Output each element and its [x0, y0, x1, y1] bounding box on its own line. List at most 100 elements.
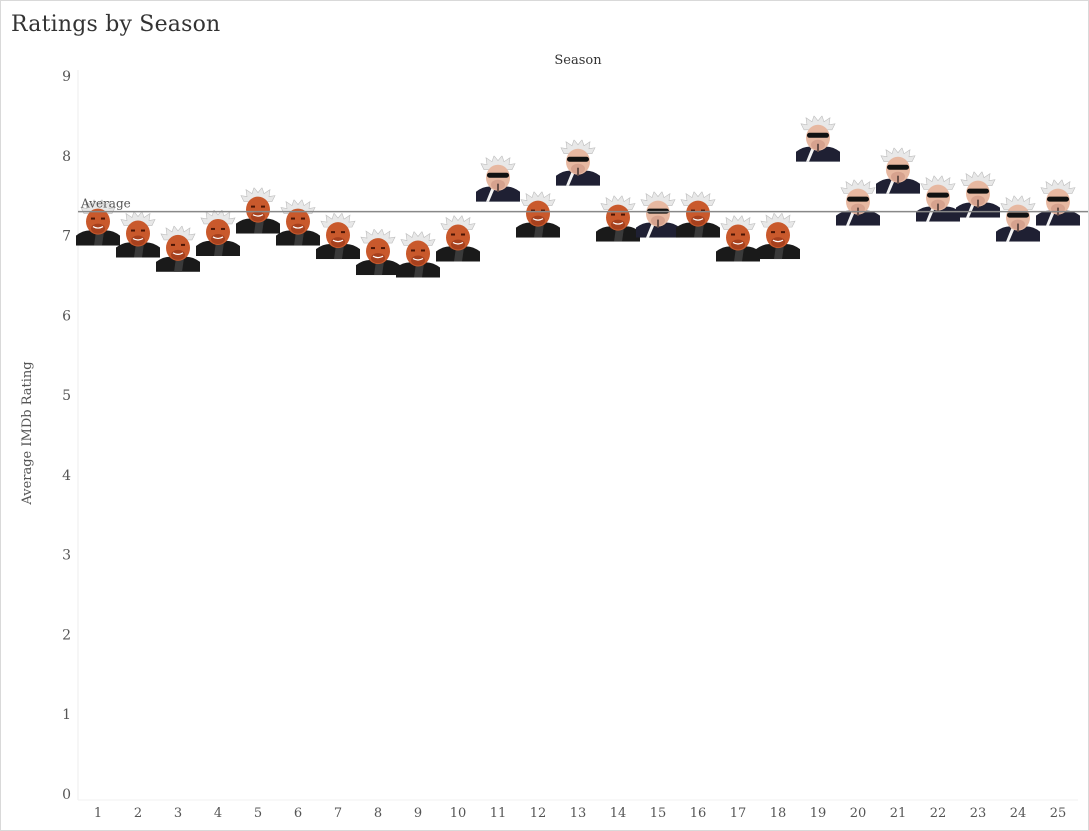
y-tick-label: 2 [62, 627, 71, 643]
face-icon [156, 225, 200, 272]
x-tick-label: 16 [690, 806, 707, 821]
x-tick-label: 19 [810, 806, 827, 821]
sunglasses-shape [567, 156, 589, 162]
data-point-marker [276, 199, 320, 246]
face-icon [756, 213, 800, 260]
face-icon [316, 213, 360, 260]
y-axis-label: Average IMDb Rating [20, 361, 35, 505]
smile-shape [372, 255, 384, 259]
hair-shape [80, 199, 116, 214]
smile-shape [332, 239, 344, 243]
eye-left [291, 217, 295, 220]
x-tick-label: 15 [650, 806, 667, 821]
data-point-marker [236, 187, 280, 234]
eye-left [371, 247, 375, 250]
data-point-marker [476, 155, 520, 202]
hair-shape [680, 191, 716, 206]
x-tick-label: 6 [294, 806, 302, 821]
shirt-collar [214, 241, 224, 256]
sunglasses-shape [1047, 196, 1069, 202]
shirt-collar [1046, 210, 1055, 226]
y-tick-label: 0 [62, 787, 71, 803]
shirt-collar [94, 231, 104, 246]
face-icon [996, 195, 1040, 242]
data-point-marker [556, 139, 600, 186]
eye-right [741, 233, 745, 236]
data-point-marker [836, 179, 880, 226]
face-icon [876, 147, 920, 194]
x-tick-label: 13 [570, 806, 587, 821]
face-icon [716, 215, 760, 262]
smile-shape [732, 241, 744, 245]
shirt-collar [1006, 226, 1015, 242]
hair-shape [320, 213, 356, 228]
eye-left [611, 213, 615, 216]
shirt-collar [454, 247, 464, 262]
shirt-collar [694, 223, 704, 238]
goatee-line [937, 203, 939, 212]
hair-shape [160, 225, 196, 241]
eye-right [181, 243, 185, 246]
x-tick-label: 2 [134, 806, 142, 821]
face-icon [236, 187, 280, 234]
shirt-collar [846, 210, 855, 226]
face-icon [556, 139, 600, 186]
data-point-marker [156, 225, 200, 272]
x-tick-label: 17 [730, 806, 747, 821]
face-icon [356, 229, 400, 276]
smile-shape [292, 226, 304, 229]
shirt-collar [414, 263, 424, 278]
face-icon [596, 195, 640, 242]
hair-shape [400, 231, 436, 246]
smile-shape [92, 226, 104, 229]
face-icon [1036, 179, 1080, 226]
eye-left [171, 243, 175, 246]
face-icon [196, 209, 240, 256]
eye-left [331, 231, 335, 234]
x-tick-label: 5 [254, 806, 262, 821]
sunglasses-shape [967, 188, 989, 194]
eye-left [411, 249, 415, 252]
data-point-marker [956, 171, 1000, 218]
smile-shape [532, 218, 544, 221]
y-tick-label: 4 [62, 468, 71, 484]
x-tick-label: 9 [414, 806, 422, 821]
y-tick-label: 9 [62, 69, 71, 85]
x-tick-label: 20 [850, 806, 867, 821]
x-tick-label: 1 [94, 806, 102, 821]
x-tick-label: 12 [530, 806, 547, 821]
smile-shape [132, 238, 144, 241]
hair-shape [520, 191, 556, 206]
hair-shape [120, 211, 156, 226]
data-point-marker [356, 229, 400, 276]
sunglasses-shape [807, 132, 829, 138]
eye-right [461, 233, 465, 236]
shirt-collar [294, 231, 304, 246]
data-point-marker [396, 231, 440, 278]
x-tick-label: 22 [930, 806, 947, 821]
smile-shape [172, 252, 184, 255]
hair-shape [960, 171, 996, 186]
smile-shape [252, 214, 264, 217]
hair-shape [920, 175, 956, 190]
shirt-shape [636, 222, 680, 238]
hair-shape [600, 195, 636, 210]
y-tick-label: 7 [62, 229, 71, 245]
hair-shape [840, 179, 876, 194]
shirt-collar [334, 245, 344, 260]
chart-title: Ratings by Season [11, 12, 221, 37]
face-icon [436, 215, 480, 262]
eye-left [251, 205, 255, 208]
hair-shape [800, 115, 836, 131]
face-icon [676, 191, 720, 238]
eye-left [91, 217, 95, 220]
x-tick-label: 24 [1010, 806, 1027, 821]
data-point-marker [636, 191, 680, 238]
x-tick-label: 8 [374, 806, 382, 821]
face-icon [76, 199, 120, 246]
x-axis-label: Season [554, 53, 602, 68]
shirt-collar [774, 245, 784, 260]
eye-right [421, 249, 425, 252]
eye-left [691, 209, 695, 212]
hair-shape [480, 155, 516, 170]
